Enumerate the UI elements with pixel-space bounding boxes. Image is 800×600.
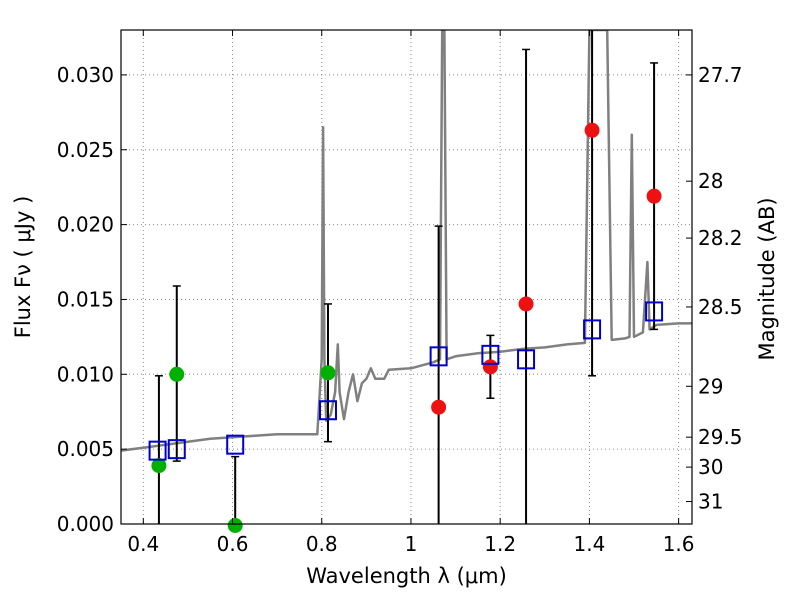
optical-flux-point bbox=[169, 366, 185, 382]
plot-frame bbox=[120, 29, 693, 525]
x-axis-label: Wavelength λ (μm) bbox=[306, 564, 507, 588]
x-tick-label: 1.2 bbox=[484, 532, 516, 556]
mag-tick-label: 29.5 bbox=[698, 425, 743, 449]
x-tick-label: 1 bbox=[405, 532, 418, 556]
nir-flux-point bbox=[431, 399, 447, 415]
mag-tick-label: 28.5 bbox=[698, 295, 743, 319]
nir-flux-point bbox=[482, 359, 498, 375]
x-tick-label: 0.6 bbox=[217, 532, 249, 556]
y-tick-label: 0.000 bbox=[57, 512, 114, 536]
y-axis-label: Flux Fν ( μJy ) bbox=[11, 196, 35, 339]
nir-flux-point bbox=[646, 188, 662, 204]
x-tick-label: 1.4 bbox=[573, 532, 605, 556]
nir-flux-point bbox=[518, 296, 534, 312]
nir-flux-point bbox=[584, 122, 600, 138]
model-flux-box bbox=[167, 439, 186, 460]
mag-tick-label: 28 bbox=[698, 169, 723, 193]
optical-flux-point bbox=[227, 517, 243, 533]
model-flux-box bbox=[583, 319, 602, 340]
y-tick-label: 0.030 bbox=[57, 63, 114, 87]
mag-tick-label: 30 bbox=[698, 455, 723, 479]
error-bars bbox=[154, 30, 659, 524]
data-markers bbox=[148, 122, 664, 533]
model-flux-box bbox=[318, 400, 337, 421]
model-flux-box bbox=[226, 434, 245, 455]
model-flux-box bbox=[645, 301, 664, 322]
y-tick-label: 0.010 bbox=[57, 362, 114, 386]
model-spectrum bbox=[121, 30, 692, 452]
mag-tick-label: 31 bbox=[698, 490, 723, 514]
grid-lines bbox=[121, 30, 692, 525]
y-tick-label: 0.015 bbox=[57, 287, 114, 311]
y-tick-label: 0.005 bbox=[57, 437, 114, 461]
mag-tick-label: 29 bbox=[698, 374, 723, 398]
optical-flux-point bbox=[320, 365, 336, 381]
x-tick-label: 0.4 bbox=[127, 532, 159, 556]
spectrum-line bbox=[121, 30, 692, 452]
model-flux-box bbox=[517, 349, 536, 370]
model-flux-box bbox=[429, 346, 448, 367]
model-flux-box bbox=[148, 440, 167, 461]
optical-flux-point bbox=[151, 458, 167, 474]
right-axis-label: Magnitude (AB) bbox=[755, 197, 779, 360]
mag-tick-label: 27.7 bbox=[698, 63, 743, 87]
y-tick-label: 0.020 bbox=[57, 213, 114, 237]
x-tick-label: 1.6 bbox=[663, 532, 695, 556]
mag-tick-label: 28.2 bbox=[698, 226, 743, 250]
axis-ticks: 0.4 0.6 0.8 1 1.2 1.4 1.6 0.000 0.005 0.010 0.015 0… bbox=[57, 30, 743, 556]
x-tick-label: 0.8 bbox=[306, 532, 338, 556]
y-tick-label: 0.025 bbox=[57, 138, 114, 162]
model-flux-box bbox=[481, 344, 500, 365]
